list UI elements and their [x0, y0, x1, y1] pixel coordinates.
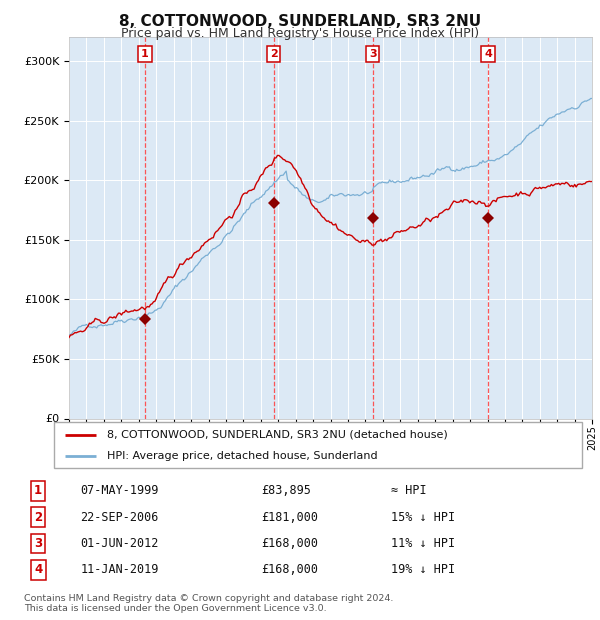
Text: Contains HM Land Registry data © Crown copyright and database right 2024.
This d: Contains HM Land Registry data © Crown c… [24, 594, 394, 613]
Text: 4: 4 [34, 564, 42, 577]
Text: 2: 2 [269, 49, 277, 59]
Text: 15% ↓ HPI: 15% ↓ HPI [391, 511, 455, 523]
Text: £168,000: £168,000 [261, 564, 318, 577]
Text: £168,000: £168,000 [261, 537, 318, 550]
Text: Price paid vs. HM Land Registry's House Price Index (HPI): Price paid vs. HM Land Registry's House … [121, 27, 479, 40]
Text: 07-MAY-1999: 07-MAY-1999 [80, 484, 159, 497]
Text: 11% ↓ HPI: 11% ↓ HPI [391, 537, 455, 550]
Text: 3: 3 [369, 49, 377, 59]
Text: 3: 3 [34, 537, 42, 550]
Text: 22-SEP-2006: 22-SEP-2006 [80, 511, 159, 523]
Text: 8, COTTONWOOD, SUNDERLAND, SR3 2NU: 8, COTTONWOOD, SUNDERLAND, SR3 2NU [119, 14, 481, 29]
Text: £181,000: £181,000 [261, 511, 318, 523]
Text: 8, COTTONWOOD, SUNDERLAND, SR3 2NU (detached house): 8, COTTONWOOD, SUNDERLAND, SR3 2NU (deta… [107, 430, 448, 440]
Text: 2: 2 [34, 511, 42, 523]
Text: 4: 4 [484, 49, 492, 59]
Text: 19% ↓ HPI: 19% ↓ HPI [391, 564, 455, 577]
Text: 01-JUN-2012: 01-JUN-2012 [80, 537, 159, 550]
FancyBboxPatch shape [54, 422, 582, 468]
Text: 11-JAN-2019: 11-JAN-2019 [80, 564, 159, 577]
Text: ≈ HPI: ≈ HPI [391, 484, 426, 497]
Text: HPI: Average price, detached house, Sunderland: HPI: Average price, detached house, Sund… [107, 451, 377, 461]
Text: 1: 1 [34, 484, 42, 497]
Text: 1: 1 [141, 49, 149, 59]
Text: £83,895: £83,895 [261, 484, 311, 497]
